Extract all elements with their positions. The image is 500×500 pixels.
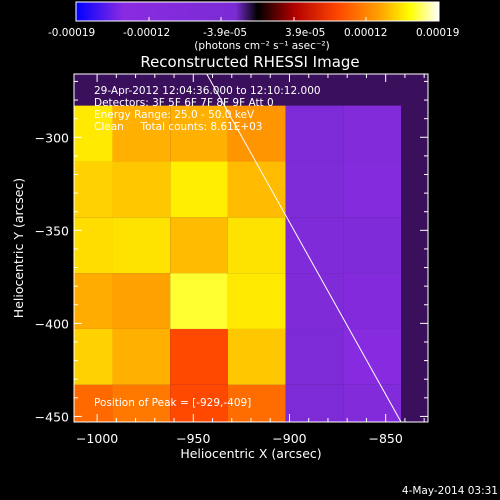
colorbar-tick-label: -0.00019 (48, 27, 95, 39)
heatmap-cell (343, 161, 402, 218)
info-time-range: 29-Apr-2012 12:04:36.000 to 12:10:12.000 (94, 85, 321, 97)
heatmap-cell (74, 161, 113, 218)
footer-date: 4-May-2014 03:31 (402, 485, 498, 497)
x-tick-label: −1000 (76, 431, 118, 446)
heatmap-cell (170, 217, 228, 274)
x-axis-label: Heliocentric X (arcsec) (180, 446, 321, 461)
x-tick-label: −850 (369, 431, 403, 446)
solar-limb-line (206, 74, 402, 422)
heatmap-cell (343, 217, 402, 274)
heatmap-cell (74, 105, 113, 162)
heatmap-cell (227, 273, 286, 329)
info-clean-counts: Clean Total counts: 8.61E+03 (94, 121, 263, 133)
heatmap-cell (285, 328, 344, 385)
heatmap-cells (74, 105, 402, 422)
heatmap-cell (343, 273, 402, 329)
colorbar-tick-label: 0.00012 (344, 27, 387, 39)
info-energy-range: Energy Range: 25.0 - 50.0 keV (94, 109, 255, 121)
heatmap-cell (285, 161, 344, 218)
colorbar-tick-label: 0.00019 (416, 27, 459, 39)
peak-position-label: Position of Peak = [-929,-409] (94, 397, 251, 409)
heatmap-cell (74, 273, 113, 329)
heatmap-cell (343, 105, 402, 162)
heatmap-cell (112, 105, 171, 162)
chart-title: Reconstructed RHESSI Image (140, 53, 359, 71)
heatmap-cell (227, 105, 286, 162)
heatmap-cell (170, 328, 228, 385)
heatmap-cell (112, 161, 171, 218)
heatmap-cell (285, 105, 344, 162)
heatmap-cell (112, 328, 171, 385)
heatmap-cell (170, 384, 228, 422)
colorbar-unit-label: (photons cm⁻² s⁻¹ asec⁻²) (194, 40, 329, 52)
y-tick-label: −350 (35, 223, 69, 238)
info-detectors: Detectors: 3F 5F 6F 7F 8F 9F Att 0 (94, 97, 274, 109)
colorbar-tick-label: -3.9e-05 (203, 27, 247, 39)
x-tick-label: −950 (176, 431, 210, 446)
heatmap-cell (112, 384, 171, 422)
heatmap-cell (343, 384, 402, 422)
heatmap-cell (285, 384, 344, 422)
heatmap-cell (74, 217, 113, 274)
heatmap-cell (170, 273, 228, 329)
heatmap-cell (285, 273, 344, 329)
colorbar-ticks (75, 17, 440, 21)
colorbar-tick-label: 3.9e-05 (285, 27, 325, 39)
x-tick-label: −900 (272, 431, 306, 446)
heatmap-cell (112, 217, 171, 274)
heatmap-cell (170, 161, 228, 218)
y-tick-label: −450 (35, 409, 69, 424)
y-tick-label: −400 (35, 316, 69, 331)
heatmap-cell (112, 273, 171, 329)
colorbar (75, 1, 440, 22)
colorbar-tick-label: -0.00012 (123, 27, 170, 39)
heatmap-cell (74, 384, 113, 422)
heatmap-cell (227, 217, 286, 274)
heatmap-cell (227, 384, 286, 422)
axis-ticks (74, 74, 428, 422)
heatmap-cell (74, 328, 113, 385)
heatmap-cell (227, 161, 286, 218)
heatmap-cell (227, 328, 286, 385)
heatmap-cell (343, 328, 402, 385)
heatmap-cell (285, 217, 344, 274)
heatmap-cell (170, 105, 228, 162)
y-axis-label: Heliocentric Y (arcsec) (11, 178, 26, 318)
y-tick-label: −300 (35, 130, 69, 145)
